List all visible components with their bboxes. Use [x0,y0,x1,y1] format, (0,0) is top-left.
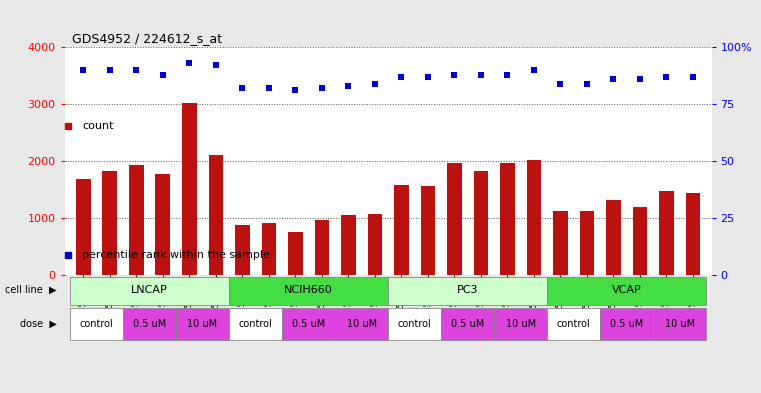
Bar [388,308,441,340]
Point [103,67,116,73]
Bar [494,308,547,340]
Text: cell line  ▶: cell line ▶ [5,285,57,295]
Point [77,67,89,73]
Bar [659,191,673,275]
Bar [282,308,335,340]
Bar [129,165,144,275]
Bar [547,308,600,340]
Bar [473,171,489,275]
Bar [262,223,276,275]
Bar [209,155,223,275]
Text: 0.5 uM: 0.5 uM [133,318,166,329]
Bar [580,211,594,275]
Text: VCAP: VCAP [612,285,642,295]
Point [316,85,328,91]
Bar [388,277,547,305]
Text: 0.5 uM: 0.5 uM [610,318,643,329]
Text: 10 uM: 10 uM [505,318,536,329]
Bar [235,225,250,275]
Text: 10 uM: 10 uM [664,318,695,329]
Point [157,72,169,78]
Point [263,85,275,91]
Bar [653,308,706,340]
Point [130,67,142,73]
Text: GDS4952 / 224612_s_at: GDS4952 / 224612_s_at [72,32,222,45]
Text: 0.5 uM: 0.5 uM [451,318,484,329]
Point [687,73,699,80]
Bar [229,308,282,340]
Text: control: control [557,318,591,329]
Text: 10 uM: 10 uM [187,318,218,329]
Text: 10 uM: 10 uM [346,318,377,329]
Bar [70,277,229,305]
Point [475,72,487,78]
Text: control: control [239,318,272,329]
Text: control: control [80,318,113,329]
Bar [500,163,514,275]
Bar [176,308,229,340]
Bar [447,163,462,275]
Bar [288,232,303,275]
Bar [335,308,388,340]
Point [369,81,381,87]
Point [581,81,593,87]
Text: LNCAP: LNCAP [131,285,168,295]
Point [395,73,407,80]
Point [342,83,355,89]
Text: count: count [82,121,113,131]
Bar [421,186,435,275]
Text: 0.5 uM: 0.5 uM [292,318,325,329]
Bar [607,200,621,275]
Point [607,76,619,82]
Bar [103,171,117,275]
Bar [441,308,494,340]
Text: dose  ▶: dose ▶ [20,318,57,329]
Bar [553,211,568,275]
Bar [547,277,706,305]
Point [634,76,646,82]
Point [501,72,514,78]
Bar [368,213,382,275]
Bar [229,277,388,305]
Text: NCIH660: NCIH660 [284,285,333,295]
Bar [76,179,91,275]
Bar [686,193,700,275]
Point [661,73,673,80]
Bar [123,308,176,340]
Bar [70,308,123,340]
Point [448,72,460,78]
Text: PC3: PC3 [457,285,479,295]
Bar [155,174,170,275]
Point [210,62,222,68]
Point [289,87,301,94]
Point [528,67,540,73]
Bar [632,207,648,275]
Bar [527,160,541,275]
Bar [341,215,355,275]
Bar [394,185,409,275]
Point [554,81,566,87]
Text: control: control [398,318,431,329]
Point [422,73,434,80]
Bar [182,103,196,275]
Point [183,60,196,66]
Point [236,85,248,91]
Bar [314,220,329,275]
Bar [600,308,653,340]
Text: percentile rank within the sample: percentile rank within the sample [82,250,270,261]
